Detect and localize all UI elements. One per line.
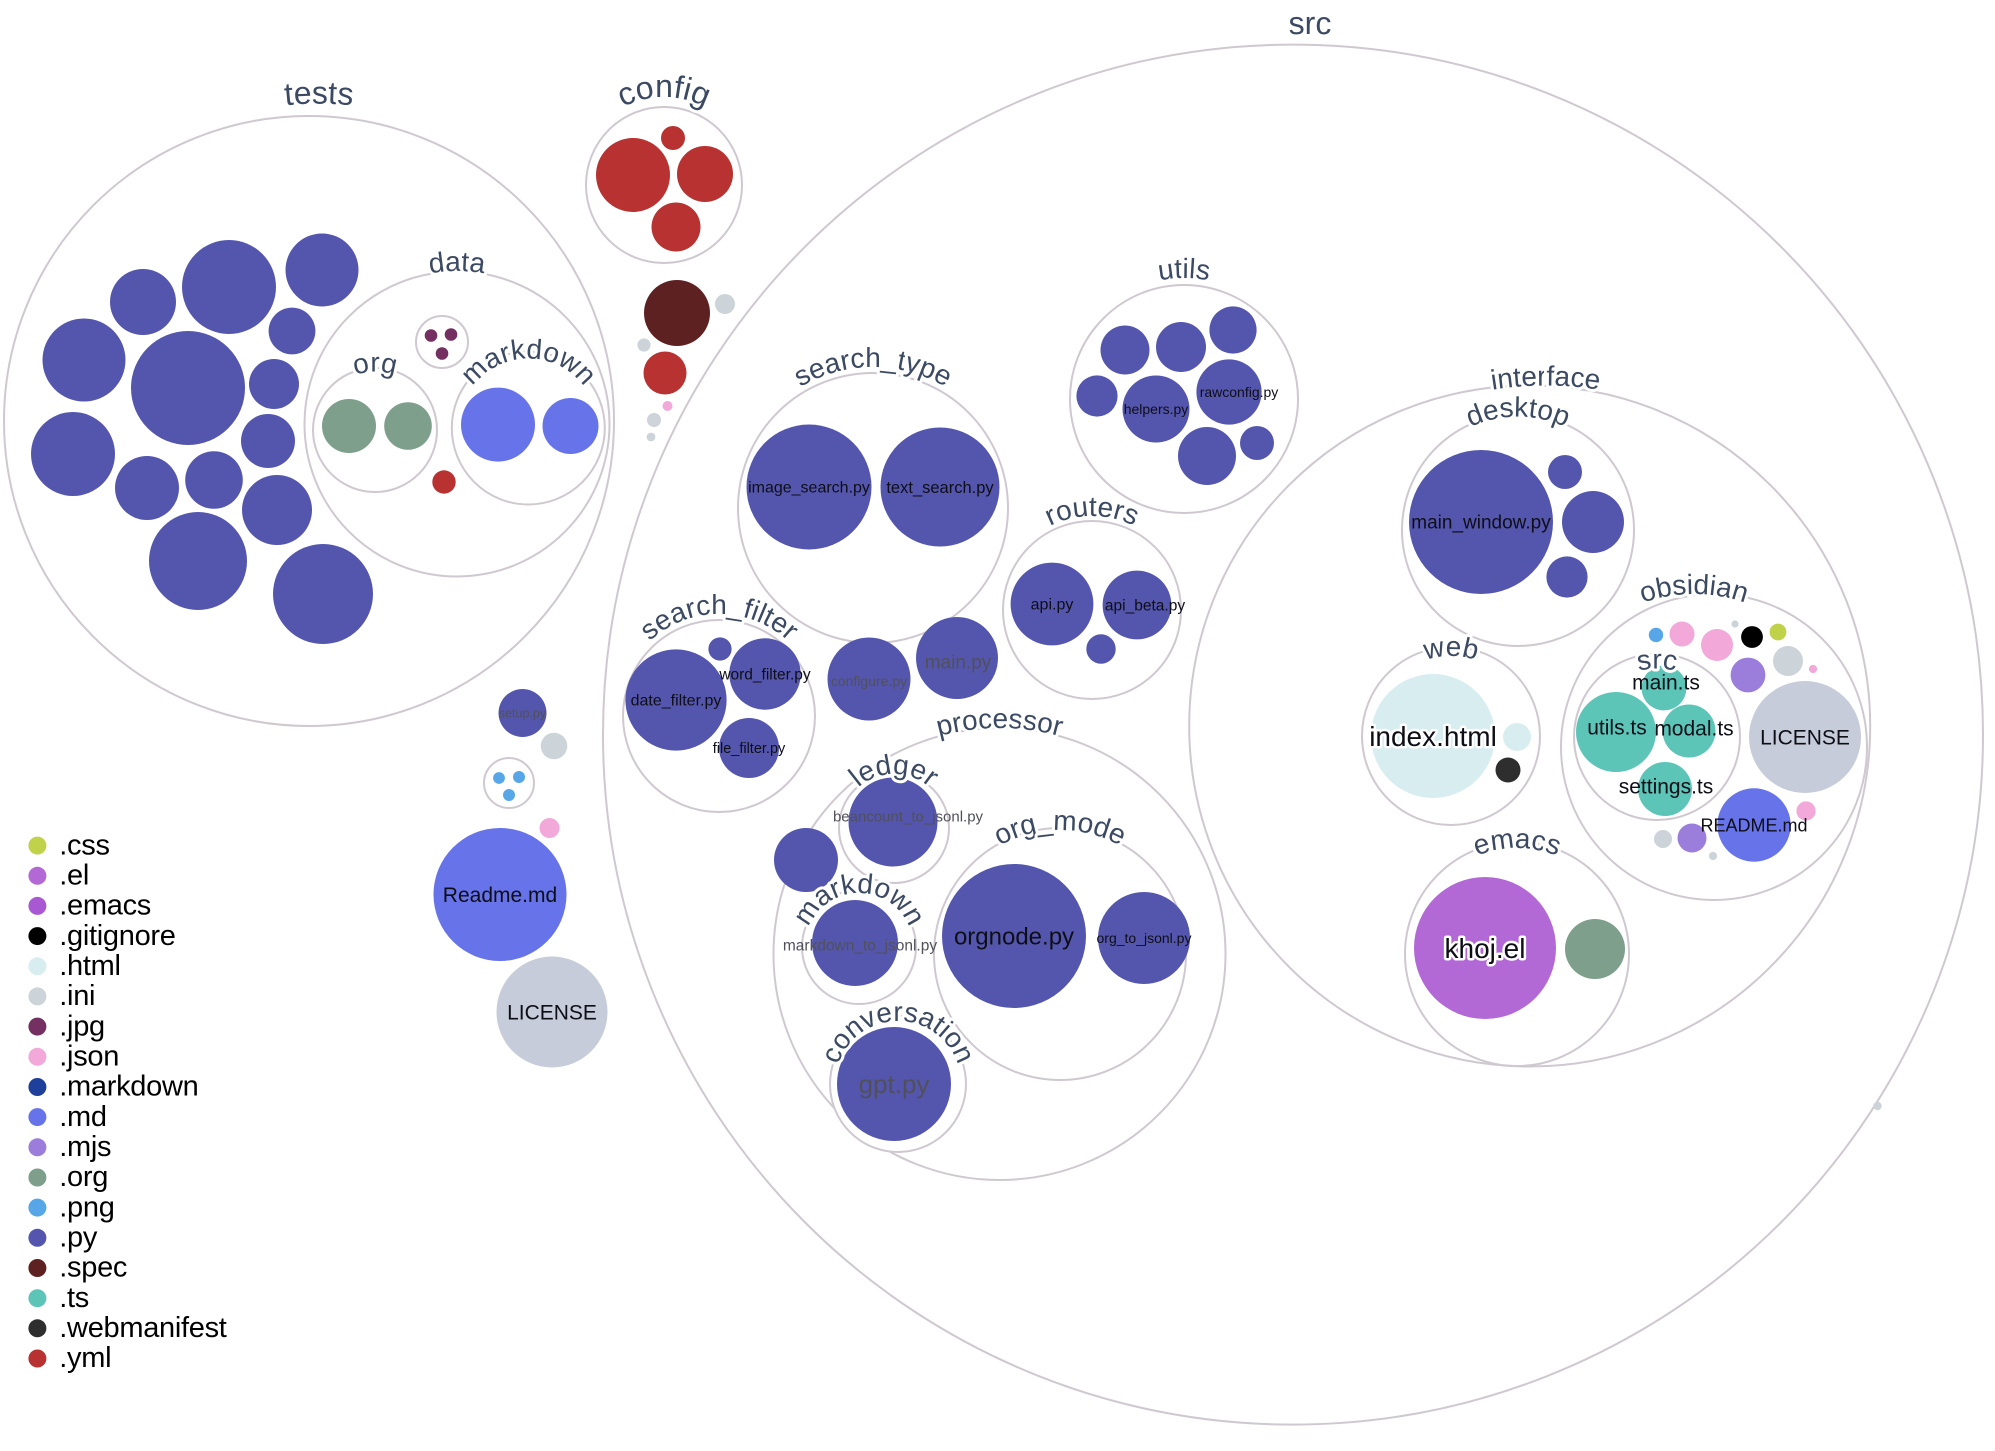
svg-text:.ts: .ts (59, 1282, 89, 1314)
svg-text:beancount_to_jsonl.py: beancount_to_jsonl.py (833, 808, 984, 825)
svg-text:gpt.py: gpt.py (859, 1069, 930, 1099)
svg-text:main_window.py: main_window.py (1411, 513, 1551, 534)
svg-text:.org: .org (59, 1161, 108, 1193)
svg-text:utils: utils (1156, 253, 1213, 286)
svg-text:configure.py: configure.py (831, 673, 907, 689)
svg-text:date_filter.py: date_filter.py (631, 693, 722, 710)
svg-text:main.ts: main.ts (1632, 671, 1700, 694)
svg-text:word_filter.py: word_filter.py (718, 666, 811, 683)
svg-text:.css: .css (59, 829, 109, 861)
svg-text:LICENSE: LICENSE (1760, 726, 1850, 749)
svg-text:main.py: main.py (925, 653, 992, 674)
svg-text:index.html: index.html (1369, 721, 1497, 752)
svg-text:.png: .png (59, 1191, 114, 1223)
svg-text:src: src (1288, 5, 1332, 41)
svg-text:web: web (1420, 631, 1482, 666)
svg-text:LICENSE: LICENSE (507, 1001, 597, 1024)
svg-text:.py: .py (59, 1222, 98, 1254)
svg-text:org_to_jsonl.py: org_to_jsonl.py (1097, 930, 1192, 946)
svg-text:.md: .md (59, 1101, 106, 1133)
svg-text:text_search.py: text_search.py (886, 479, 994, 497)
svg-text:.markdown: .markdown (59, 1071, 198, 1103)
svg-text:utils.ts: utils.ts (1587, 716, 1647, 739)
svg-text:.jpg: .jpg (59, 1010, 105, 1042)
svg-text:image_search.py: image_search.py (748, 480, 870, 497)
svg-text:rawconfig.py: rawconfig.py (1200, 384, 1279, 400)
svg-text:.yml: .yml (59, 1342, 111, 1374)
svg-text:.ini: .ini (59, 980, 95, 1012)
svg-text:markdown_to_jsonl.py: markdown_to_jsonl.py (783, 937, 937, 954)
svg-text:.gitignore: .gitignore (59, 920, 175, 952)
svg-text:README.md: README.md (1700, 815, 1807, 835)
svg-text:file_filter.py: file_filter.py (713, 741, 786, 757)
svg-text:data: data (427, 246, 488, 279)
svg-text:src: src (1634, 644, 1679, 677)
svg-text:.emacs: .emacs (59, 890, 151, 922)
svg-text:.json: .json (59, 1041, 119, 1073)
svg-text:.mjs: .mjs (59, 1131, 111, 1163)
svg-text:setup.py: setup.py (499, 706, 547, 720)
svg-text:helpers.py: helpers.py (1124, 401, 1189, 417)
svg-text:tests: tests (283, 75, 355, 113)
svg-text:.el: .el (59, 860, 89, 892)
svg-text:interface: interface (1489, 360, 1603, 395)
svg-text:khoj.el: khoj.el (1445, 933, 1526, 964)
svg-text:Readme.md: Readme.md (443, 884, 557, 907)
svg-text:modal.ts: modal.ts (1654, 717, 1733, 740)
svg-text:.spec: .spec (59, 1252, 127, 1284)
svg-text:org: org (350, 347, 400, 381)
svg-text:orgnode.py: orgnode.py (954, 923, 1074, 950)
svg-text:settings.ts: settings.ts (1619, 775, 1714, 798)
svg-text:api.py: api.py (1031, 597, 1074, 614)
svg-text:api_beta.py: api_beta.py (1105, 597, 1185, 614)
svg-text:.webmanifest: .webmanifest (59, 1312, 226, 1344)
svg-text:.html: .html (59, 950, 120, 982)
